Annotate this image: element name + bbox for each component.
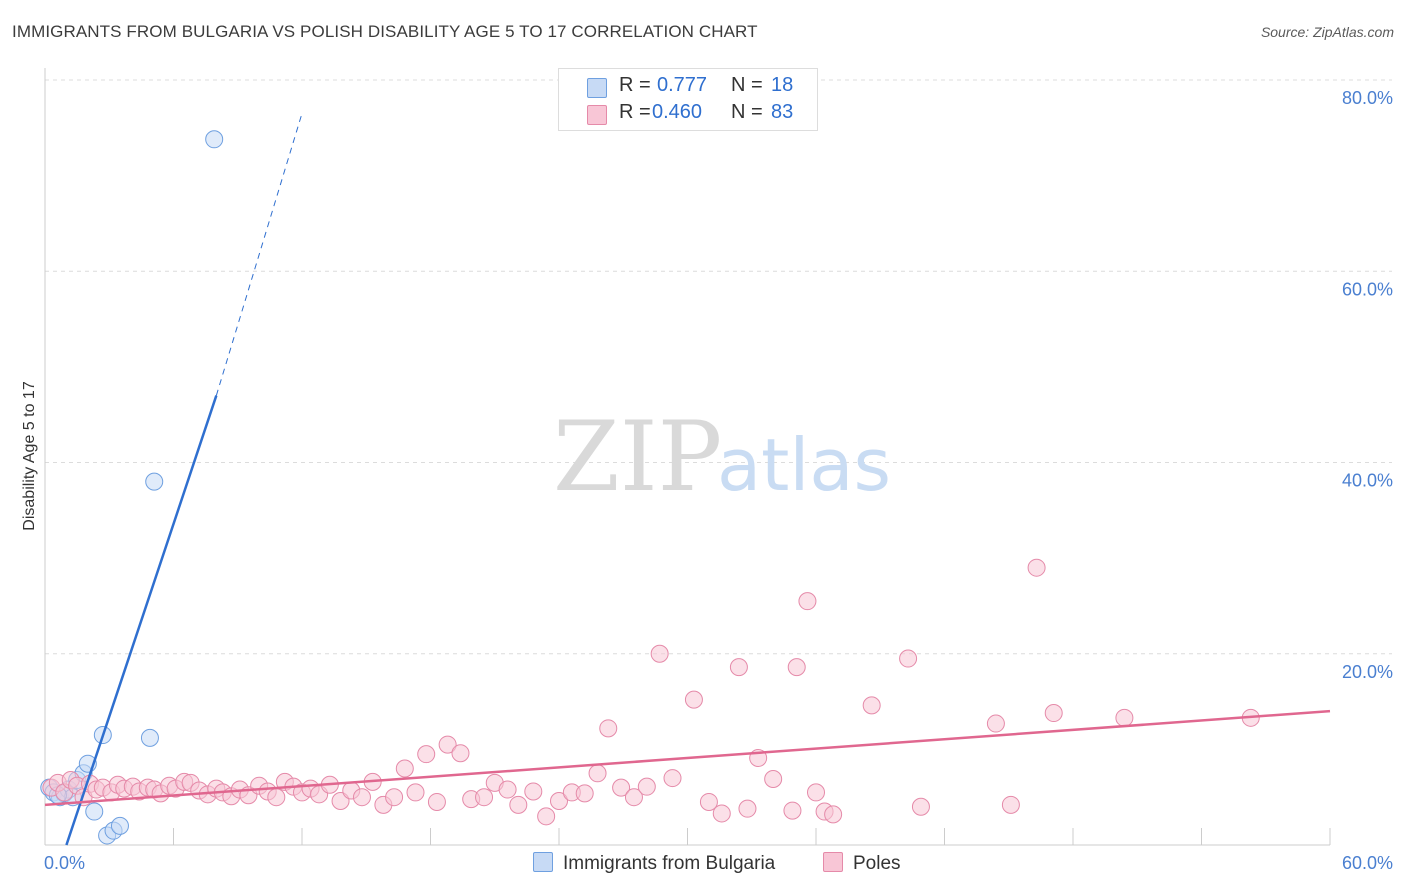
point-bulgaria [205, 130, 224, 149]
point-poles [986, 714, 1005, 733]
point-bulgaria [140, 728, 159, 747]
legend-swatch-poles [587, 105, 607, 125]
point-poles [352, 788, 371, 807]
watermark: ZIP atlas [553, 401, 891, 513]
point-poles [267, 788, 286, 807]
watermark-zip-text: ZIP [553, 401, 722, 513]
point-poles [798, 592, 817, 611]
trend-line-poles [44, 709, 1331, 807]
point-poles [684, 690, 703, 709]
legend-r-value: 0.460 [652, 101, 703, 123]
point-poles [824, 805, 843, 824]
point-poles [427, 792, 446, 811]
legend-n-value: 83 [771, 101, 794, 123]
legend-r-value: 0.777 [657, 74, 708, 96]
point-poles [807, 783, 825, 802]
point-poles [1001, 795, 1020, 814]
chart-title: IMMIGRANTS FROM BULGARIA VS POLISH DISAB… [12, 22, 758, 41]
x-tick-label-min: 0.0% [44, 853, 85, 873]
point-poles [612, 778, 631, 797]
point-poles [729, 658, 748, 677]
point-poles [537, 807, 556, 826]
trend-line-bulgaria-extension [215, 113, 303, 396]
correlation-legend: R = 0.777 N = 18 R = 0.460 N = 83 [558, 68, 818, 131]
legend-n-label: N = [731, 74, 763, 96]
bottom-legend-label-bulgaria: Immigrants from Bulgaria [563, 853, 776, 874]
point-poles [395, 759, 414, 778]
point-poles [738, 799, 757, 818]
trend-line-bulgaria [65, 395, 218, 846]
point-poles [663, 769, 682, 788]
bottom-legend-poles: Poles [823, 852, 901, 875]
point-poles [637, 777, 656, 796]
tick-labels: 20.0% 40.0% 60.0% 80.0% 0.0% 60.0% [44, 88, 1393, 873]
point-poles [331, 792, 350, 811]
bottom-legend-label-poles: Poles [853, 853, 901, 874]
point-poles [783, 801, 802, 820]
grid-lines [45, 79, 1392, 655]
point-poles [438, 735, 457, 754]
legend-r-label: R = [619, 74, 651, 96]
point-poles [899, 649, 918, 668]
point-poles [911, 797, 930, 816]
y-axis-label: Disability Age 5 to 17 [21, 381, 38, 531]
point-poles [588, 764, 607, 783]
legend-swatch-bulgaria [587, 78, 607, 98]
watermark-atlas-text: atlas [717, 423, 891, 507]
point-bulgaria [145, 472, 164, 491]
point-poles [650, 644, 669, 663]
point-poles [417, 745, 436, 764]
bottom-legend-bulgaria: Immigrants from Bulgaria [533, 852, 775, 875]
y-tick-label: 60.0% [1342, 279, 1393, 299]
point-poles [475, 788, 494, 807]
y-tick-label: 20.0% [1342, 662, 1393, 682]
x-tick-label-max: 60.0% [1342, 853, 1393, 873]
chart-source: Source: ZipAtlas.com [1260, 24, 1394, 40]
point-poles [787, 658, 806, 677]
point-poles [599, 719, 618, 738]
point-poles [624, 788, 643, 807]
point-poles [575, 784, 594, 803]
point-poles [699, 792, 718, 811]
bottom-legend-swatch-bulgaria [533, 852, 553, 872]
legend-n-value: 18 [771, 74, 794, 96]
point-poles [406, 783, 425, 802]
axes [44, 68, 1331, 846]
point-poles [451, 744, 470, 763]
point-poles [498, 780, 517, 799]
point-poles [862, 696, 881, 715]
y-tick-label: 40.0% [1342, 471, 1393, 491]
point-bulgaria [110, 816, 129, 835]
point-poles [550, 792, 568, 811]
point-bulgaria [85, 802, 104, 821]
point-poles [385, 788, 404, 807]
legend-n-label: N = [731, 101, 763, 123]
point-poles [1044, 704, 1063, 723]
point-poles [509, 795, 528, 814]
point-poles [524, 782, 543, 801]
point-poles [764, 770, 783, 789]
y-tick-label: 80.0% [1342, 88, 1393, 108]
point-poles [1027, 558, 1046, 577]
trend-lines [44, 113, 1331, 846]
point-poles [1115, 708, 1134, 727]
bottom-legend-swatch-poles [823, 852, 843, 872]
legend-r-label: R = [619, 101, 651, 123]
point-poles [712, 804, 731, 823]
